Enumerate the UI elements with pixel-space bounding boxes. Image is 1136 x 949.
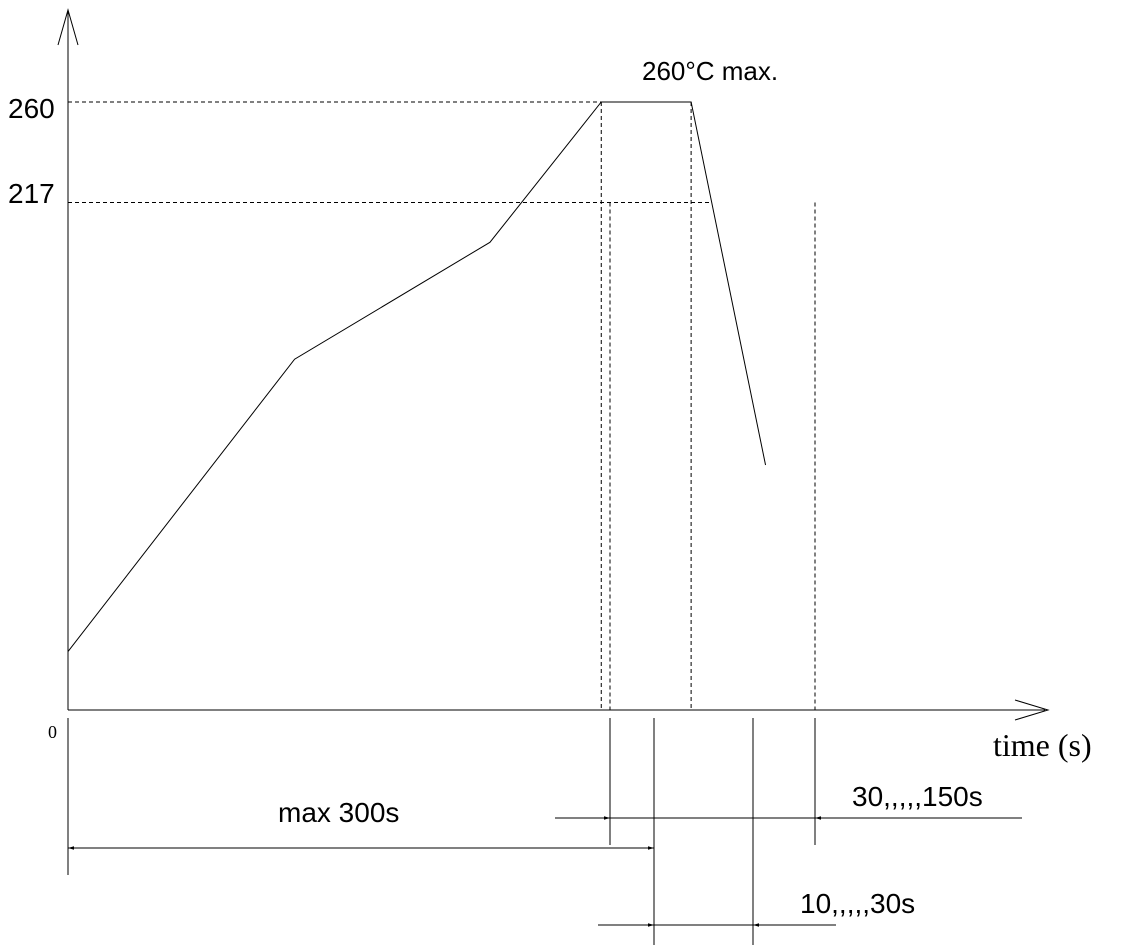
dimension-at-peak-label: 10,,,,,30s	[800, 888, 915, 919]
y-axis	[57, 8, 79, 710]
dimension-at-peak: 10,,,,,30s	[598, 888, 915, 927]
dimension-max-total: max 300s	[68, 797, 654, 850]
dimension-extension-lines	[67, 718, 816, 945]
peak-label: 260°C max.	[642, 56, 778, 86]
dimension-max-total-label: max 300s	[278, 797, 399, 828]
y-tick-217: 217	[8, 178, 55, 209]
x-axis	[68, 699, 1050, 721]
origin-label: 0	[48, 722, 57, 742]
dimension-above-217: 30,,,,,150s	[555, 781, 1022, 820]
y-tick-260: 260	[8, 93, 55, 124]
dimension-above-217-label: 30,,,,,150s	[852, 781, 983, 812]
reference-lines	[68, 101, 816, 710]
temperature-profile-line	[67, 101, 767, 652]
x-axis-label: time (s)	[993, 727, 1092, 763]
